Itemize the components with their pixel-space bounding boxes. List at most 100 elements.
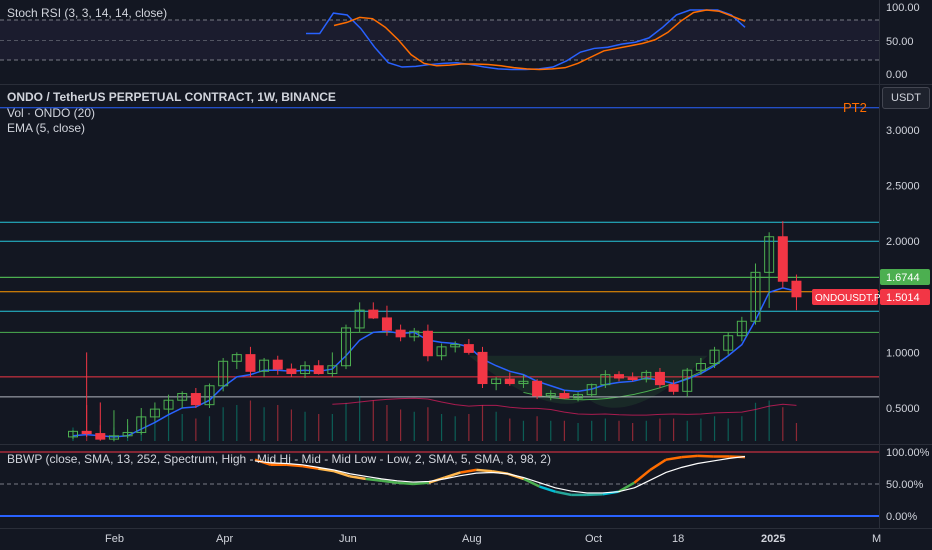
candle-body — [600, 374, 611, 386]
level-lines — [0, 107, 879, 398]
bbwp-tick-100: 100.00% — [886, 447, 930, 459]
volume-bar — [167, 409, 170, 441]
candle-body — [286, 368, 297, 375]
candle-body — [313, 365, 324, 375]
candle-body — [245, 354, 256, 372]
time-label-oct: Oct — [585, 533, 602, 545]
volume-bar — [208, 416, 211, 441]
candle-body — [477, 351, 488, 385]
volume-bar — [563, 420, 565, 441]
volume-ma-line — [332, 397, 797, 416]
volume-bar — [427, 407, 429, 441]
candle-body — [463, 344, 474, 353]
stoch-tick-100: 100.00 — [886, 2, 920, 14]
volume-bar — [577, 423, 579, 441]
bbwp-segment — [555, 490, 572, 497]
candle-body — [422, 330, 433, 357]
volume-bar — [713, 416, 716, 441]
candle-body — [668, 384, 679, 392]
candle-body — [95, 433, 106, 440]
volume-bar — [181, 414, 183, 441]
candle-body — [259, 359, 270, 372]
bbwp-plot — [254, 454, 746, 497]
volume-bar — [645, 420, 647, 441]
bbwp-segment — [318, 467, 335, 473]
time-label-jun: Jun — [339, 533, 357, 545]
time-label-aug: Aug — [462, 533, 482, 545]
candle-body — [627, 377, 638, 380]
candle-body — [409, 330, 420, 338]
candle-body — [682, 369, 693, 392]
candle-body — [573, 394, 584, 399]
volume-bars — [72, 396, 798, 441]
candle-body — [204, 385, 215, 406]
candle-body — [736, 320, 747, 337]
stoch-rsi-title: Stoch RSI (3, 3, 14, 14, close) — [7, 6, 167, 20]
candle-body — [381, 317, 392, 331]
volume-bar — [481, 405, 484, 441]
volume-bar — [318, 414, 320, 441]
volume-bar — [522, 420, 525, 441]
candle-body — [354, 309, 365, 329]
bbwp-tick-0: 0.00% — [886, 511, 917, 523]
bbwp-segment — [412, 481, 429, 486]
candle-body — [750, 271, 761, 322]
volume-bar — [345, 402, 347, 441]
cup-region — [468, 355, 708, 408]
bbwp-segment — [476, 468, 493, 473]
candle-body — [518, 380, 529, 385]
volume-bar — [263, 407, 265, 441]
bbwp-segment — [523, 477, 541, 488]
bbwp-segment — [349, 475, 366, 481]
volume-bar — [400, 409, 402, 441]
stoch-band — [0, 20, 879, 60]
volume-bar — [195, 418, 197, 441]
volume-bar — [509, 418, 511, 441]
volume-bar — [468, 414, 470, 441]
candle-body — [218, 360, 229, 387]
bbwp-segment — [444, 471, 461, 479]
volume-bar — [673, 418, 675, 441]
volume-bar — [454, 416, 456, 441]
bbwp-segment — [681, 454, 698, 459]
candle-body — [368, 309, 379, 319]
candle-body — [654, 371, 665, 386]
price-badge: 1.5014 — [886, 292, 920, 304]
time-label-feb: Feb — [105, 533, 124, 545]
price-tick: 3.0000 — [886, 125, 920, 137]
candle-body — [272, 359, 283, 370]
volume-bar — [372, 400, 374, 441]
candle-body — [231, 354, 242, 362]
candle-body — [190, 393, 201, 406]
bbwp-ma-line — [254, 455, 746, 494]
volume-bar — [304, 411, 306, 441]
bbwp-segment — [633, 468, 651, 484]
candle-body — [586, 384, 597, 396]
candle-body — [545, 393, 556, 397]
volume-bar — [236, 405, 238, 441]
time-label-2025: 2025 — [761, 533, 785, 545]
candle-body — [68, 430, 78, 438]
stoch-d-line — [333, 9, 746, 71]
candle-body — [450, 344, 461, 348]
symbol-badge: ONDOUSDT.P — [815, 293, 881, 304]
bbwp-segment — [302, 464, 319, 470]
currency-button[interactable]: USDT — [882, 87, 930, 109]
bbwp-segment — [460, 468, 477, 474]
candle-body — [327, 365, 338, 375]
bbwp-segment — [665, 455, 682, 461]
volume-bar — [222, 407, 224, 441]
volume-bar — [440, 414, 443, 441]
price-tick: 2.0000 — [886, 236, 920, 248]
volume-bar — [604, 418, 606, 441]
price-axis-ticks: 3.0000 2.5000 2.0000 1.0000 0.5000 — [886, 125, 920, 415]
candle-body — [341, 327, 351, 367]
bbwp-segment — [617, 481, 635, 493]
candle-body — [695, 363, 706, 371]
candle-body — [532, 380, 543, 397]
stoch-tick-50: 50.00 — [886, 36, 914, 48]
candle-body — [641, 371, 652, 380]
candle-body — [163, 399, 174, 410]
volume-bar — [386, 405, 388, 441]
